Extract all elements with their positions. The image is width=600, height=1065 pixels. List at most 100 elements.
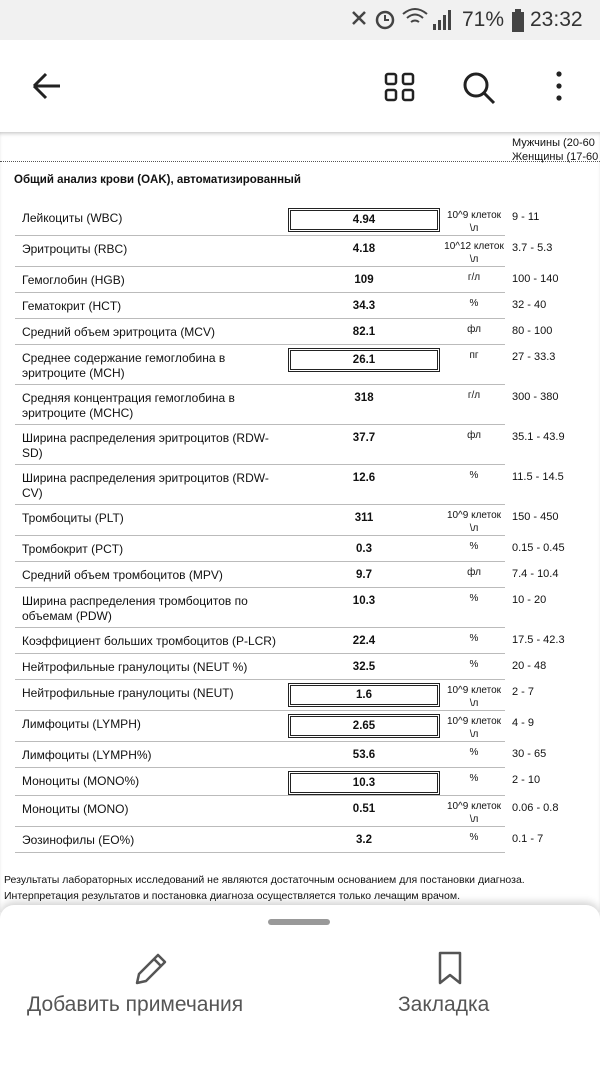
reference-range: 9 - 11 — [512, 211, 540, 223]
footer: Результаты лабораторных исследований не … — [4, 872, 525, 904]
table-row: Лимфоциты (LYMPH%) 53.6% 30 - 65 — [15, 742, 546, 768]
value: 311 — [354, 512, 374, 524]
header-text: Мужчины (20-60 — [512, 137, 595, 149]
status-bar: 71% 23:32 — [0, 0, 600, 40]
unit: 10^9 клеток\л — [446, 801, 502, 825]
results-table: Лейкоциты (WBC) 4.94 10^9 клеток\л 9 - 11 Эр… — [15, 205, 600, 853]
search-button[interactable] — [463, 72, 496, 105]
test-name: Коэффициент больших тромбоцитов (P-LCR) — [22, 634, 276, 648]
status-icons — [352, 8, 451, 30]
value-cell: 4.18 — [285, 236, 443, 266]
value: 82.1 — [352, 326, 376, 338]
value: 318 — [354, 392, 374, 404]
reference-range: 27 - 33.3 — [512, 351, 556, 363]
value: 22.4 — [352, 635, 376, 647]
table-row: Эозинофилы (EO%) 3.2% 0.1 - 7 — [15, 827, 543, 853]
test-name: Гемоглобин (HGB) — [22, 273, 125, 287]
test-name: Среднее содержание гемоглобина в эритроц… — [22, 351, 226, 380]
add-note-button[interactable]: Добавить примечания — [27, 993, 244, 1016]
table-row: Средняя концентрация гемоглобина в эритр… — [15, 385, 558, 425]
unit: % — [469, 298, 479, 309]
reference-range: 35.1 - 43.9 — [512, 431, 565, 443]
unit: г/л — [467, 272, 481, 283]
flagged-value: 4.94 — [288, 208, 440, 232]
reference-range: 20 - 48 — [512, 660, 547, 672]
table-row: Лейкоциты (WBC) 4.94 10^9 клеток\л 9 - 11 — [15, 205, 539, 236]
bottom-sheet: Добавить примечания Закладка — [0, 905, 600, 1065]
reference-range: 11.5 - 14.5 — [512, 471, 564, 483]
value-cell: 109 — [285, 267, 443, 292]
sheet-handle[interactable] — [268, 919, 330, 925]
app-bar — [0, 40, 600, 132]
value: 53.6 — [352, 749, 376, 761]
table-row: Ширина распределения тромбоцитов по объе… — [15, 588, 546, 628]
value-cell: 22.4 — [285, 628, 443, 653]
test-name: Моноциты (MONO) — [22, 802, 129, 816]
footer-line: Интерпретация результатов и постановка д… — [4, 890, 461, 902]
clock: 23:32 — [530, 8, 583, 31]
value: 32.5 — [352, 661, 376, 673]
table-row: Моноциты (MONO) 0.51 10^9 клеток\л 0.06 - 0… — [15, 796, 558, 827]
section-title: Общий анализ крови (OAK), автоматизирова… — [14, 174, 301, 186]
value-cell: 318 — [285, 385, 443, 424]
unit: % — [469, 832, 479, 843]
reference-range: 100 - 140 — [512, 273, 559, 285]
reference-range: 7.4 - 10.4 — [512, 568, 559, 580]
unit: 10^12 клеток\л — [444, 241, 504, 265]
reference-range: 32 - 40 — [512, 299, 547, 311]
test-name: Лимфоциты (LYMPH%) — [22, 748, 152, 762]
unit: % — [469, 747, 479, 758]
unit: 10^9 клеток\л — [446, 685, 502, 709]
back-button[interactable] — [32, 72, 60, 100]
reference-range: 0.06 - 0.8 — [512, 802, 559, 814]
test-name: Средний объем тромбоцитов (MPV) — [22, 568, 223, 582]
grid-button[interactable] — [384, 72, 415, 102]
flagged-value: 26.1 — [288, 348, 440, 372]
reference-range: 300 - 380 — [512, 391, 559, 403]
value: 4.18 — [352, 243, 376, 255]
footer-line: Результаты лабораторных исследований не … — [4, 874, 525, 886]
table-row: Эритроциты (RBC) 4.18 10^12 клеток\л 3.7 - … — [15, 236, 552, 267]
menu-button[interactable] — [556, 71, 562, 101]
test-name: Ширина распределения тромбоцитов по объе… — [22, 594, 248, 623]
header-text: Женщины (17-60 — [512, 151, 599, 163]
test-name: Ширина распределения эритроцитов (RDW-CV… — [22, 471, 269, 500]
value-cell: 0.51 — [285, 796, 443, 826]
reference-range: 150 - 450 — [512, 511, 559, 523]
reference-range: 0.15 - 0.45 — [512, 542, 565, 554]
value-cell: 4.94 — [285, 205, 443, 235]
bookmark-icon — [438, 951, 462, 985]
table-row: Моноциты (MONO%) 10.3% 2 - 10 — [15, 768, 540, 796]
value-cell: 2.65 — [285, 711, 443, 741]
battery-icon — [512, 9, 524, 32]
table-row: Тромбокрит (PCT) 0.3% 0.15 - 0.45 — [15, 536, 565, 562]
bookmark-button[interactable]: Закладка — [398, 993, 490, 1016]
unit: 10^9 клеток\л — [446, 210, 502, 234]
value-cell: 26.1 — [285, 345, 443, 384]
divider — [0, 161, 600, 162]
unit: г/л — [467, 390, 481, 401]
test-name: Нейтрофильные гранулоциты (NEUT %) — [22, 660, 248, 674]
table-row: Гемоглобин (HGB) 109 г/л 100 - 140 — [15, 267, 558, 293]
value-cell: 311 — [285, 505, 443, 535]
table-row: Средний объем эритроцита (MCV) 82.1 фл 80 -… — [15, 319, 552, 345]
table-row: Тромбоциты (PLT) 311 10^9 клеток\л 150 - 45… — [15, 505, 558, 536]
value-cell: 34.3 — [285, 293, 443, 318]
test-name: Гематокрит (HCT) — [22, 299, 122, 313]
value: 12.6 — [352, 472, 376, 484]
test-name: Средний объем эритроцита (MCV) — [22, 325, 215, 339]
table-row: Нейтрофильные гранулоциты (NEUT %) 32.5% 2… — [15, 654, 546, 680]
value-cell: 12.6 — [285, 465, 443, 504]
table-row: Лимфоциты (LYMPH) 2.65 10^9 клеток\л 4 - 9 — [15, 711, 534, 742]
table-row: Гематокрит (HCT) 34.3% 32 - 40 — [15, 293, 546, 319]
flagged-value: 1.6 — [288, 683, 440, 707]
value-cell: 9.7 — [285, 562, 443, 587]
unit: % — [469, 633, 479, 644]
value-cell: 0.3 — [285, 536, 443, 561]
value: 3.2 — [356, 834, 372, 846]
unit: % — [469, 541, 479, 552]
unit: % — [469, 659, 479, 670]
unit: % — [469, 470, 479, 481]
unit: 10^9 клеток\л — [446, 716, 502, 740]
test-name: Нейтрофильные гранулоциты (NEUT) — [22, 686, 234, 700]
